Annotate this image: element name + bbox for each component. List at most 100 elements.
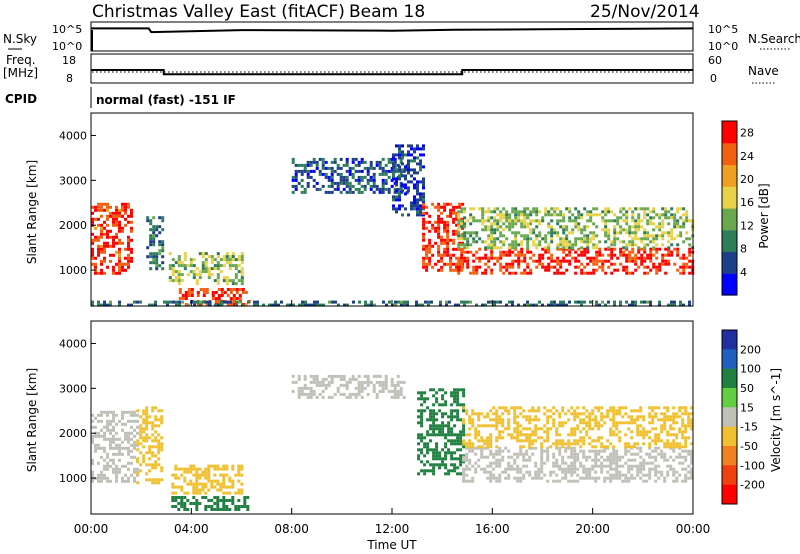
echo-cell [419, 165, 422, 169]
echo-cell [422, 226, 426, 230]
echo-cell [180, 485, 184, 489]
echo-cell [453, 388, 457, 392]
echo-cell [549, 427, 553, 431]
echo-cell [91, 413, 94, 417]
echo-cell [513, 436, 517, 440]
echo-cell [550, 259, 554, 263]
echo-cell [121, 205, 124, 209]
echo-cell [607, 210, 611, 214]
echo-cell [201, 482, 205, 486]
echo-cell [684, 442, 688, 446]
echo-cell [437, 226, 441, 230]
echo-cell [401, 156, 404, 160]
echo-cell [240, 279, 244, 283]
echo-cell [151, 445, 155, 449]
echo-cell [441, 463, 445, 467]
echo-cell [474, 412, 478, 416]
echo-cell [100, 479, 103, 483]
echo-cell [499, 219, 503, 223]
echo-cell [139, 430, 143, 434]
echo-cell [312, 184, 316, 188]
echo-cell [552, 406, 556, 410]
echo-cell [435, 442, 439, 446]
echo-cell [549, 470, 553, 474]
echo-cell [486, 439, 490, 443]
echo-cell [577, 259, 581, 263]
echo-cell [235, 291, 239, 294]
echo-cell [303, 392, 307, 396]
echo-cell [637, 265, 641, 269]
echo-cell [589, 300, 592, 304]
echo-cell [618, 470, 622, 474]
echo-cell [192, 482, 196, 486]
echo-cell [582, 412, 586, 416]
echo-cell [550, 237, 554, 241]
echo-cell [321, 389, 325, 393]
echo-cell [161, 267, 165, 271]
echo-cell [420, 469, 424, 473]
echo-cell [568, 231, 572, 235]
echo-cell [495, 445, 499, 449]
echo-cell [624, 442, 628, 446]
echo-cell [432, 424, 436, 428]
y-tick-label: 3000 [59, 174, 87, 187]
echo-cell [663, 415, 667, 419]
echo-cell [684, 449, 688, 453]
echo-cell [630, 464, 634, 468]
echo-cell [600, 442, 604, 446]
echo-cell [607, 237, 611, 241]
echo-cell [228, 264, 232, 268]
echo-cell [655, 213, 659, 217]
echo-cell [663, 406, 667, 410]
echo-cell [422, 213, 425, 217]
echo-cell [375, 395, 379, 399]
echo-cell [152, 228, 156, 232]
echo-cell [426, 397, 430, 401]
echo-cell [192, 467, 196, 471]
echo-cell [538, 210, 542, 214]
echo-cell [501, 421, 505, 425]
echo-cell [333, 187, 337, 191]
freq-frame [90, 53, 694, 84]
echo-cell [483, 442, 487, 446]
echo-cell [631, 240, 635, 244]
echo-cell [468, 415, 472, 419]
echo-cell [202, 294, 206, 297]
echo-cell [547, 231, 551, 235]
echo-cell [520, 247, 524, 251]
echo-cell [189, 502, 193, 505]
echo-cell [517, 213, 521, 217]
echo-cell [490, 222, 494, 226]
echo-cell [357, 187, 361, 191]
echo-cell [670, 303, 673, 307]
echo-cell [419, 198, 422, 202]
echo-cell [460, 234, 464, 238]
echo-cell [672, 421, 676, 425]
echo-cell [426, 469, 430, 473]
echo-cell [330, 380, 334, 384]
echo-cell [634, 303, 637, 307]
echo-cell [339, 190, 343, 194]
echo-cell [684, 467, 688, 471]
echo-cell [462, 418, 466, 422]
echo-cell [234, 276, 238, 280]
echo-cell [441, 430, 445, 434]
echo-cell [444, 463, 448, 467]
echo-cell [207, 270, 211, 274]
echo-cell [669, 415, 673, 419]
echo-cell [345, 157, 349, 161]
echo-cell [97, 238, 100, 242]
echo-cell [234, 505, 238, 508]
echo-cell [493, 243, 497, 247]
echo-cell [174, 467, 178, 471]
echo-cell [190, 294, 194, 297]
echo-cell [490, 268, 494, 272]
echo-cell [634, 231, 638, 235]
echo-cell [598, 213, 602, 217]
echo-cell [540, 476, 544, 480]
echo-cell [225, 485, 229, 489]
echo-cell [570, 464, 574, 468]
echo-cell [315, 166, 319, 170]
echo-cell [591, 412, 595, 416]
echo-cell [455, 217, 459, 221]
